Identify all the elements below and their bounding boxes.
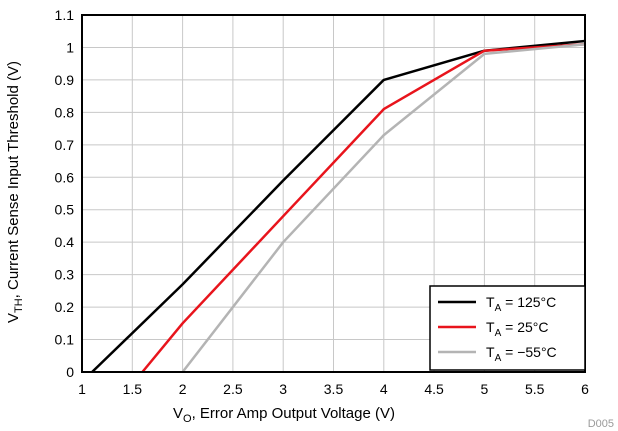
x-tick-label: 1 bbox=[78, 381, 86, 397]
y-tick-label: 0.3 bbox=[55, 267, 75, 283]
y-axis-title: VTH, Current Sense Input Threshold (V) bbox=[5, 61, 25, 323]
legend-label-25c: TA = 25°C bbox=[486, 319, 548, 339]
legend: TA = 125°C TA = 25°C TA = −55°C bbox=[429, 285, 586, 371]
y-tick-label: 1 bbox=[66, 39, 74, 55]
x-tick-label: 1.5 bbox=[123, 381, 143, 397]
y-tick-label: 0.5 bbox=[55, 202, 75, 218]
x-tick-label: 2.5 bbox=[223, 381, 243, 397]
x-tick-label: 5.5 bbox=[525, 381, 545, 397]
x-tick-label: 6 bbox=[581, 381, 589, 397]
x-tick-label: 3 bbox=[279, 381, 287, 397]
legend-box bbox=[429, 285, 586, 371]
series-line-minus55c bbox=[181, 42, 586, 373]
x-tick-labels: 1 1.5 2 2.5 3 3.5 4 4.5 5 5.5 6 bbox=[78, 381, 589, 397]
x-tick-label: 3.5 bbox=[324, 381, 344, 397]
x-tick-label: 2 bbox=[179, 381, 187, 397]
y-tick-label: 0.9 bbox=[55, 72, 75, 88]
plot-frame bbox=[81, 14, 586, 373]
y-tick-label: 0.7 bbox=[55, 137, 75, 153]
series-lines bbox=[91, 39, 586, 373]
legend-label-minus55c: TA = −55°C bbox=[486, 344, 557, 364]
x-axis-title: VO, Error Amp Output Voltage (V) bbox=[173, 405, 395, 425]
x-tick-label: 4.5 bbox=[424, 381, 444, 397]
x-tick-label: 5 bbox=[481, 381, 489, 397]
figure-id: D005 bbox=[588, 418, 614, 430]
y-tick-label: 0.8 bbox=[55, 104, 75, 120]
y-tick-labels: 0 0.1 0.2 0.3 0.4 0.5 0.6 0.7 0.8 0.9 1 1.1 bbox=[55, 7, 75, 380]
y-tick-label: 0.1 bbox=[55, 332, 75, 348]
series-line-25c bbox=[141, 42, 586, 373]
y-tick-label: 0.2 bbox=[55, 299, 75, 315]
x-tick-label: 4 bbox=[380, 381, 388, 397]
y-tick-label: 0.6 bbox=[55, 169, 75, 185]
y-tick-label: 0.4 bbox=[55, 234, 75, 250]
y-tick-label: 0 bbox=[66, 364, 74, 380]
legend-label-125c: TA = 125°C bbox=[486, 294, 556, 314]
y-tick-label: 1.1 bbox=[55, 7, 75, 23]
